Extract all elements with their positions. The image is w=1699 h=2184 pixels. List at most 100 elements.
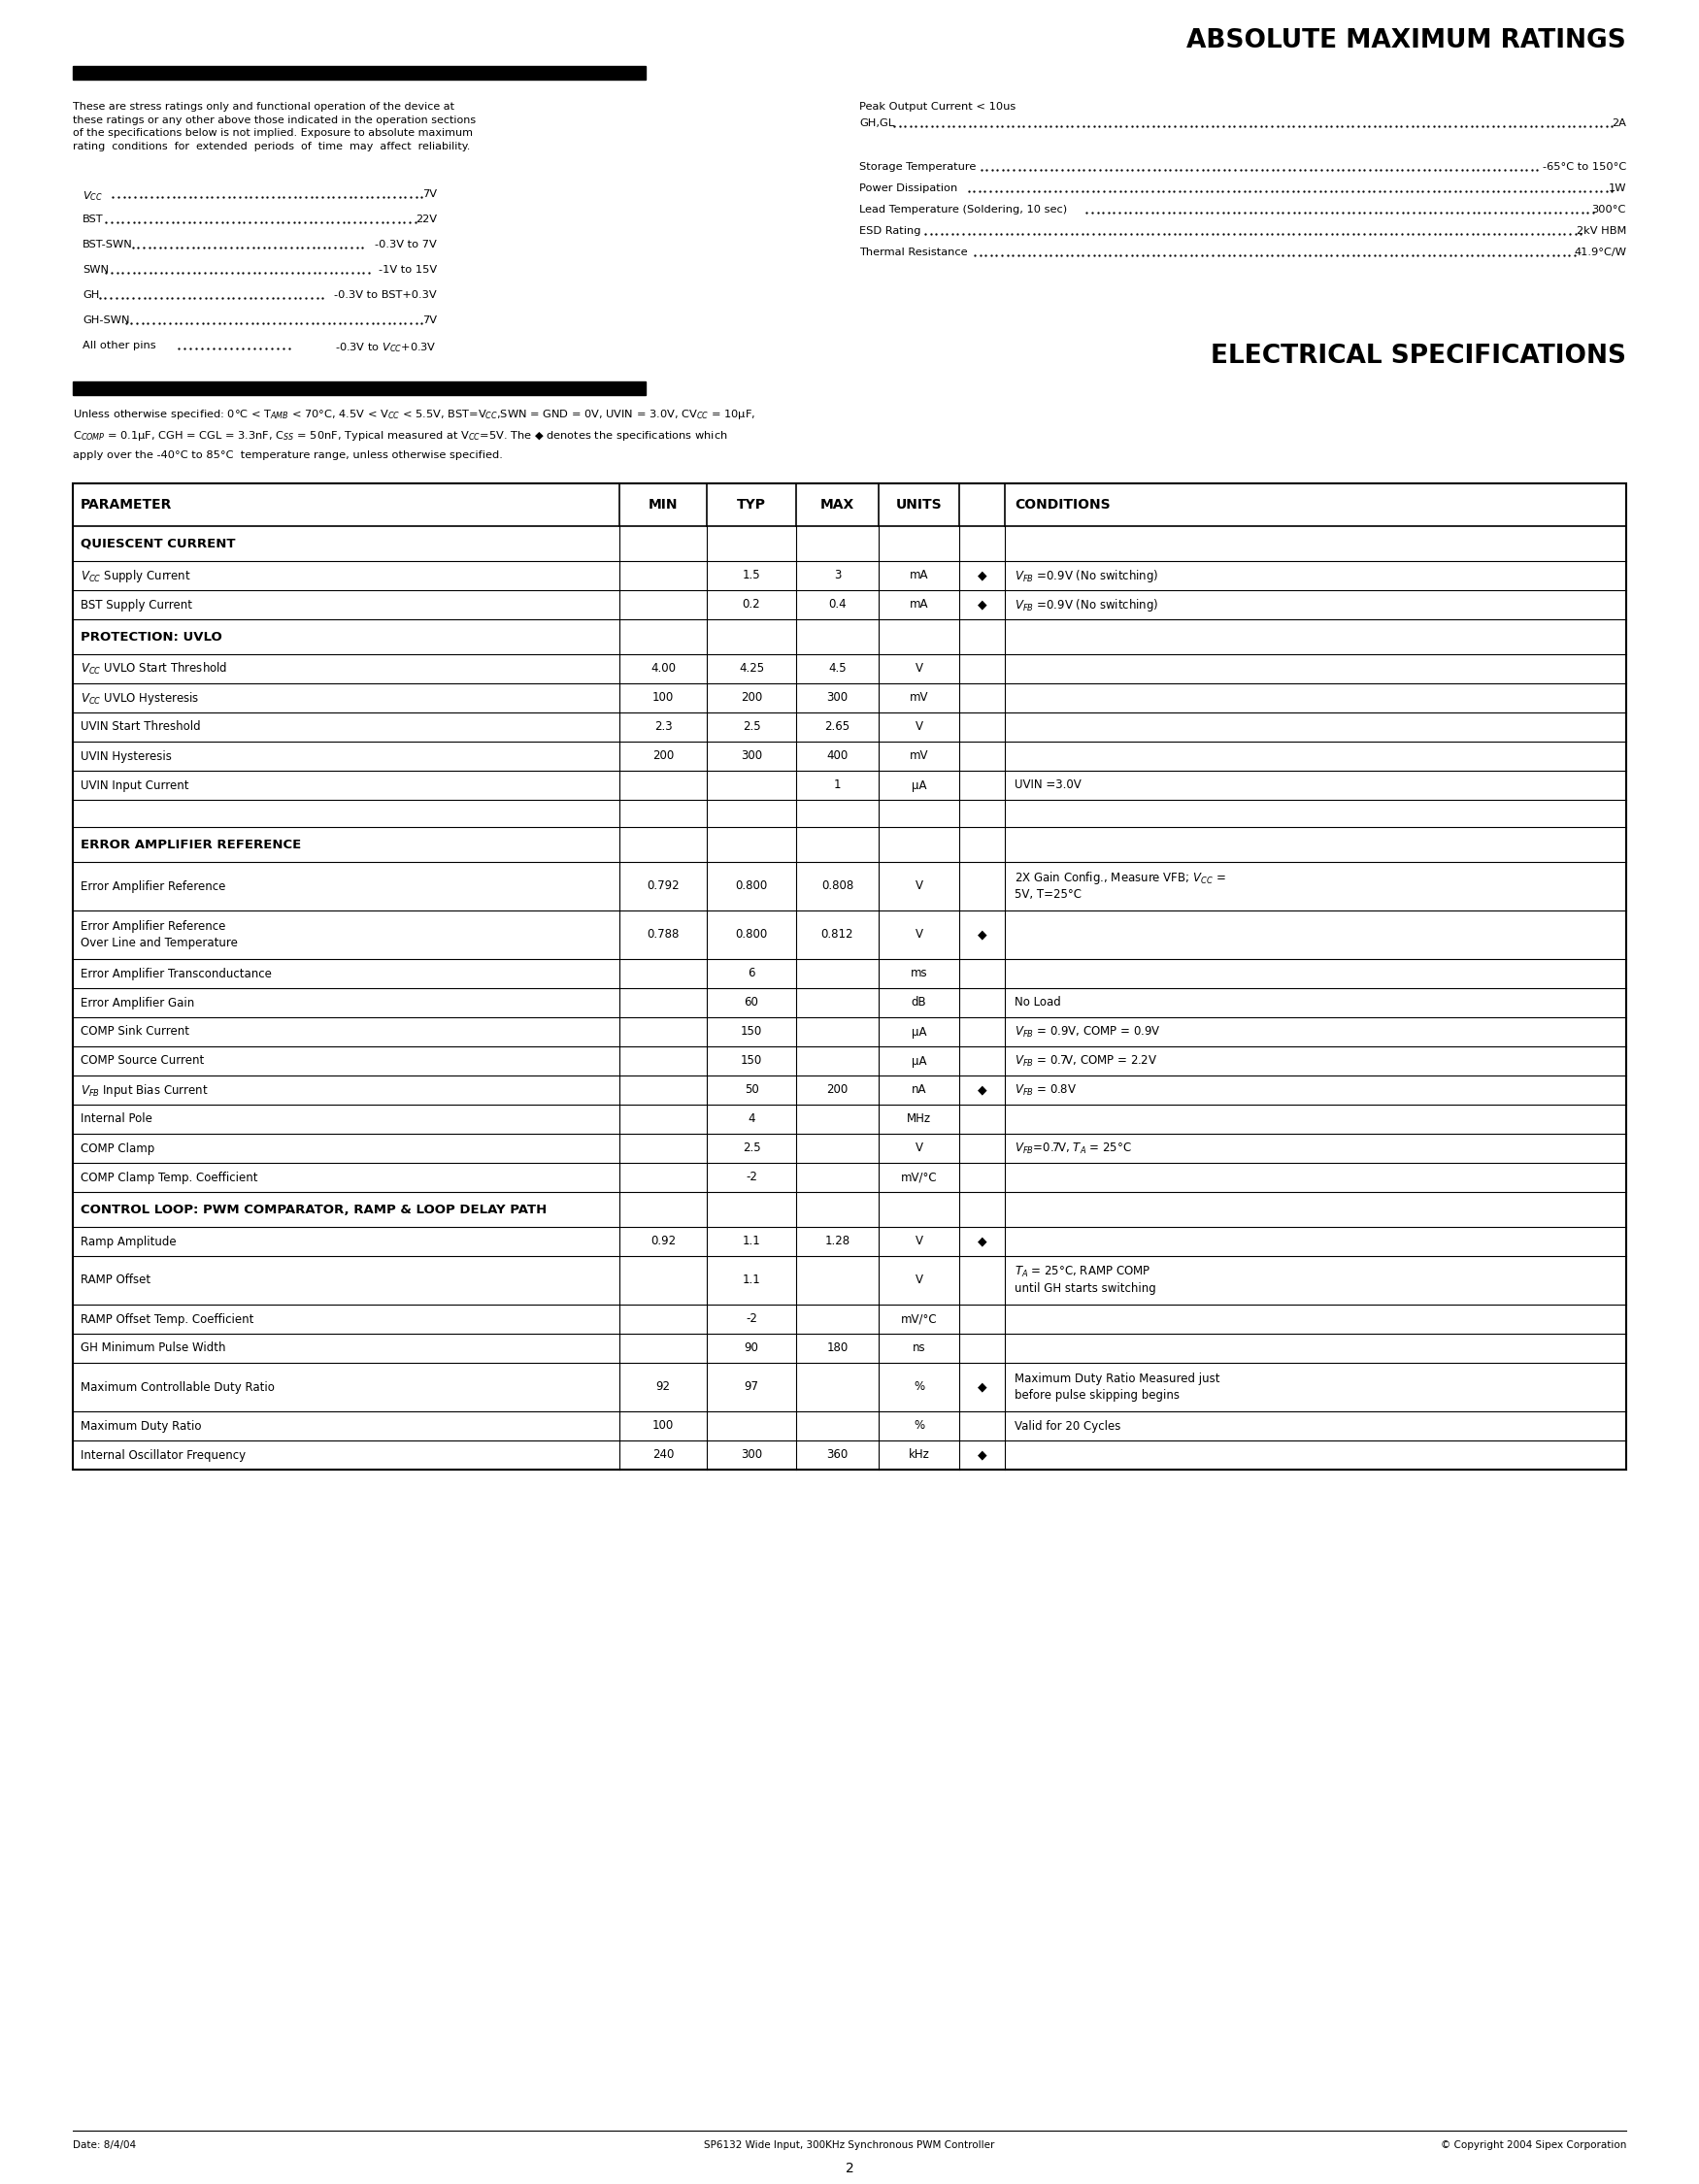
Text: These are stress ratings only and functional operation of the device at
these ra: These are stress ratings only and functi… xyxy=(73,103,476,151)
Text: 2: 2 xyxy=(846,2162,855,2175)
Text: 6: 6 xyxy=(748,968,754,981)
Text: 400: 400 xyxy=(827,749,848,762)
Text: Power Dissipation: Power Dissipation xyxy=(860,183,958,192)
Text: ELECTRICAL SPECIFICATIONS: ELECTRICAL SPECIFICATIONS xyxy=(1211,343,1626,369)
Text: $V_{CC}$: $V_{CC}$ xyxy=(83,190,104,203)
Text: 2.5: 2.5 xyxy=(742,721,761,734)
Text: V: V xyxy=(916,928,923,941)
Text: mV: mV xyxy=(909,749,928,762)
Text: RAMP Offset Temp. Coefficient: RAMP Offset Temp. Coefficient xyxy=(80,1313,253,1326)
Text: Ramp Amplitude: Ramp Amplitude xyxy=(80,1236,177,1247)
Text: MAX: MAX xyxy=(821,498,855,511)
Text: 150: 150 xyxy=(741,1055,763,1068)
Text: $V_{FB}$ = 0.8V: $V_{FB}$ = 0.8V xyxy=(1014,1083,1077,1096)
Text: 2.5: 2.5 xyxy=(742,1142,761,1155)
Text: 300: 300 xyxy=(741,749,763,762)
Text: μA: μA xyxy=(911,1055,926,1068)
Text: 0.812: 0.812 xyxy=(821,928,853,941)
Text: 100: 100 xyxy=(652,1420,675,1433)
Bar xyxy=(73,483,1626,1470)
Text: Maximum Duty Ratio Measured just: Maximum Duty Ratio Measured just xyxy=(1014,1372,1220,1385)
Text: Error Amplifier Reference: Error Amplifier Reference xyxy=(80,919,226,933)
Text: Valid for 20 Cycles: Valid for 20 Cycles xyxy=(1014,1420,1121,1433)
Text: 22V: 22V xyxy=(416,214,437,225)
Text: $V_{CC}$ UVLO Hysteresis: $V_{CC}$ UVLO Hysteresis xyxy=(80,690,199,705)
Text: COMP Source Current: COMP Source Current xyxy=(80,1055,204,1068)
Text: 60: 60 xyxy=(744,996,759,1009)
Text: 200: 200 xyxy=(741,692,763,703)
Text: Internal Pole: Internal Pole xyxy=(80,1114,153,1125)
Text: -2: -2 xyxy=(746,1313,758,1326)
Text: BST-SWN: BST-SWN xyxy=(83,240,133,249)
Text: ◆: ◆ xyxy=(977,1448,987,1461)
Text: 300: 300 xyxy=(827,692,848,703)
Text: apply over the -40°C to 85°C  temperature range, unless otherwise specified.: apply over the -40°C to 85°C temperature… xyxy=(73,450,503,461)
Text: $V_{FB}$ =0.9V (No switching): $V_{FB}$ =0.9V (No switching) xyxy=(1014,568,1159,583)
Text: SP6132 Wide Input, 300KHz Synchronous PWM Controller: SP6132 Wide Input, 300KHz Synchronous PW… xyxy=(703,2140,996,2149)
Text: -0.3V to $V_{CC}$+0.3V: -0.3V to $V_{CC}$+0.3V xyxy=(335,341,437,354)
Text: mV: mV xyxy=(909,692,928,703)
Text: Storage Temperature: Storage Temperature xyxy=(860,162,975,173)
Text: mA: mA xyxy=(909,598,928,612)
Text: 3: 3 xyxy=(834,570,841,581)
Text: ERROR AMPLIFIER REFERENCE: ERROR AMPLIFIER REFERENCE xyxy=(80,839,301,852)
Text: ms: ms xyxy=(911,968,928,981)
Text: PROTECTION: UVLO: PROTECTION: UVLO xyxy=(80,631,223,642)
Text: V: V xyxy=(916,721,923,734)
Text: ◆: ◆ xyxy=(977,598,987,612)
Text: 180: 180 xyxy=(827,1341,848,1354)
Text: ◆: ◆ xyxy=(977,570,987,581)
Text: MIN: MIN xyxy=(649,498,678,511)
Text: 0.92: 0.92 xyxy=(651,1236,676,1247)
Text: © Copyright 2004 Sipex Corporation: © Copyright 2004 Sipex Corporation xyxy=(1441,2140,1626,2149)
Text: UVIN Start Threshold: UVIN Start Threshold xyxy=(80,721,200,734)
Text: V: V xyxy=(916,880,923,893)
Text: nA: nA xyxy=(911,1083,926,1096)
Text: 0.808: 0.808 xyxy=(821,880,853,893)
Text: SWN: SWN xyxy=(83,264,109,275)
Text: 2kV HBM: 2kV HBM xyxy=(1577,227,1626,236)
Text: CONDITIONS: CONDITIONS xyxy=(1014,498,1111,511)
Text: mV/°C: mV/°C xyxy=(900,1313,938,1326)
Text: 90: 90 xyxy=(744,1341,759,1354)
Text: UVIN Input Current: UVIN Input Current xyxy=(80,780,189,791)
Text: 1: 1 xyxy=(834,780,841,791)
Text: TYP: TYP xyxy=(737,498,766,511)
Text: 200: 200 xyxy=(652,749,675,762)
Text: ◆: ◆ xyxy=(977,928,987,941)
Text: UVIN Hysteresis: UVIN Hysteresis xyxy=(80,749,172,762)
Text: 0.788: 0.788 xyxy=(647,928,680,941)
Text: Internal Oscillator Frequency: Internal Oscillator Frequency xyxy=(80,1448,246,1461)
Text: COMP Sink Current: COMP Sink Current xyxy=(80,1026,189,1037)
Text: %: % xyxy=(914,1420,924,1433)
Text: 0.4: 0.4 xyxy=(829,598,846,612)
Text: 50: 50 xyxy=(744,1083,758,1096)
Text: QUIESCENT CURRENT: QUIESCENT CURRENT xyxy=(80,537,236,550)
Text: 4.00: 4.00 xyxy=(651,662,676,675)
Bar xyxy=(73,66,646,79)
Text: ABSOLUTE MAXIMUM RATINGS: ABSOLUTE MAXIMUM RATINGS xyxy=(1186,28,1626,52)
Text: 41.9°C/W: 41.9°C/W xyxy=(1573,247,1626,258)
Text: 7V: 7V xyxy=(423,314,437,325)
Text: 240: 240 xyxy=(652,1448,675,1461)
Text: mA: mA xyxy=(909,570,928,581)
Text: ◆: ◆ xyxy=(977,1083,987,1096)
Text: 2.3: 2.3 xyxy=(654,721,673,734)
Text: mV/°C: mV/°C xyxy=(900,1171,938,1184)
Text: COMP Clamp: COMP Clamp xyxy=(80,1142,155,1155)
Text: Unless otherwise specified: 0°C < T$_{AMB}$ < 70°C, 4.5V < V$_{CC}$ < 5.5V, BST=: Unless otherwise specified: 0°C < T$_{AM… xyxy=(73,408,756,422)
Text: $V_{FB}$ =0.9V (No switching): $V_{FB}$ =0.9V (No switching) xyxy=(1014,596,1159,614)
Text: $T_A$ = 25°C, RAMP COMP: $T_A$ = 25°C, RAMP COMP xyxy=(1014,1265,1150,1280)
Text: RAMP Offset: RAMP Offset xyxy=(80,1273,151,1286)
Text: 300: 300 xyxy=(741,1448,763,1461)
Text: 150: 150 xyxy=(741,1026,763,1037)
Text: 2A: 2A xyxy=(1612,118,1626,129)
Text: C$_{COMP}$ = 0.1μF, CGH = CGL = 3.3nF, C$_{SS}$ = 50nF, Typical measured at V$_{: C$_{COMP}$ = 0.1μF, CGH = CGL = 3.3nF, C… xyxy=(73,428,727,443)
Text: 0.2: 0.2 xyxy=(742,598,761,612)
Text: UNITS: UNITS xyxy=(895,498,941,511)
Text: 0.792: 0.792 xyxy=(647,880,680,893)
Text: CONTROL LOOP: PWM COMPARATOR, RAMP & LOOP DELAY PATH: CONTROL LOOP: PWM COMPARATOR, RAMP & LOO… xyxy=(80,1203,547,1216)
Text: $V_{CC}$ Supply Current: $V_{CC}$ Supply Current xyxy=(80,568,190,583)
Text: 97: 97 xyxy=(744,1380,759,1393)
Text: 1W: 1W xyxy=(1609,183,1626,192)
